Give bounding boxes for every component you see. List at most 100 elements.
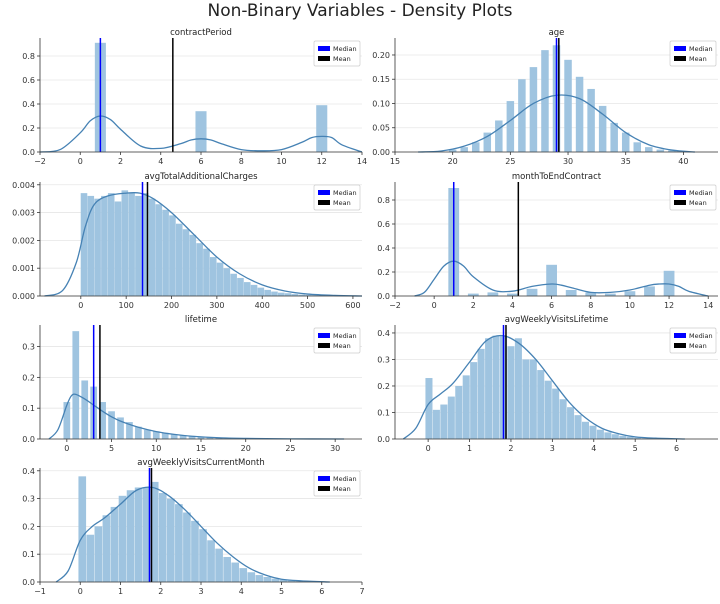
histogram-bar — [263, 576, 272, 582]
x-tick-label: −1 — [34, 587, 46, 596]
histogram-bar — [492, 335, 500, 439]
x-tick-label: −2 — [389, 301, 401, 310]
legend-label: Mean — [689, 199, 707, 207]
legend-swatch — [674, 343, 686, 348]
x-tick-label: 0 — [64, 444, 69, 453]
histogram-bar — [585, 292, 597, 296]
histogram-bar — [291, 294, 299, 296]
histogram-bar — [216, 262, 224, 296]
kde-line — [48, 393, 345, 440]
legend-swatch — [674, 56, 686, 61]
legend-swatch — [674, 333, 686, 338]
histogram-bar — [277, 292, 285, 296]
x-tick-label: 0 — [432, 301, 437, 310]
histogram-bar — [175, 504, 183, 582]
y-tick-label: 0.2 — [22, 124, 35, 133]
y-tick-label: 0.8 — [377, 196, 390, 205]
x-tick-label: 3 — [198, 587, 203, 596]
histogram-bar — [284, 293, 292, 296]
subplot-contractPeriod: −2 0 2 4 6 8 10 12 14 0.0 0.2 0.4 0.6 0.8 contractPeri… — [22, 28, 367, 166]
legend-swatch — [674, 46, 686, 51]
x-tick-label: 14 — [357, 157, 367, 166]
histogram-bar — [195, 111, 207, 152]
subplot-title: monthToEndContract — [512, 172, 602, 182]
x-tick-label: 2 — [118, 157, 123, 166]
histogram-bar — [604, 293, 616, 296]
legend-swatch — [318, 333, 330, 338]
x-tick-label: 8 — [588, 301, 593, 310]
histogram-bar — [143, 429, 151, 439]
histogram-bar — [581, 421, 590, 439]
x-tick-label: 2 — [508, 444, 513, 453]
histogram-bar — [552, 388, 560, 439]
legend: Median Mean — [313, 40, 361, 67]
x-tick-label: 25 — [505, 157, 515, 166]
histogram-bar — [197, 436, 205, 439]
histogram-bar — [467, 293, 479, 296]
histogram-bar — [169, 215, 176, 296]
y-tick-label: 0.0 — [22, 578, 35, 587]
x-tick-label: 25 — [285, 444, 295, 453]
histogram-bar — [86, 534, 95, 582]
histogram-bar — [470, 362, 478, 439]
histogram-bar — [148, 198, 156, 296]
x-tick-label: 300 — [209, 301, 224, 310]
histogram-bar — [110, 506, 119, 582]
histogram-bar — [250, 284, 258, 296]
y-tick-label: 0.4 — [377, 244, 390, 253]
y-tick-label: 0.6 — [22, 76, 35, 85]
histogram-bar — [223, 556, 231, 582]
y-tick-label: 0.001 — [12, 264, 35, 273]
y-tick-label: 0.2 — [377, 268, 390, 277]
legend-swatch — [674, 190, 686, 195]
legend-label: Mean — [333, 485, 351, 493]
x-tick-label: 35 — [621, 157, 631, 166]
x-tick-label: 5 — [279, 587, 284, 596]
histogram-bar — [199, 529, 207, 582]
legend-label: Mean — [333, 55, 351, 63]
x-tick-label: 14 — [703, 301, 713, 310]
x-tick-label: 5 — [633, 444, 638, 453]
histogram-bar — [196, 243, 203, 296]
histogram-bar — [298, 294, 305, 296]
histogram-bar — [188, 435, 196, 439]
y-tick-label: 0.3 — [22, 343, 35, 352]
histogram-bar — [114, 201, 122, 296]
histogram-bar — [311, 295, 319, 296]
x-tick-label: 6 — [549, 301, 554, 310]
x-tick-label: 3 — [550, 444, 555, 453]
y-tick-label: 0.6 — [377, 220, 390, 229]
histogram-bar — [295, 581, 304, 582]
histogram-bar — [175, 223, 183, 296]
histogram-bar — [432, 409, 440, 439]
y-tick-label: 0.004 — [12, 181, 35, 190]
subplot-title: lifetime — [185, 315, 217, 325]
histogram-bar — [243, 282, 251, 296]
x-tick-label: 0 — [78, 587, 83, 596]
histogram-bar — [619, 435, 627, 439]
legend-swatch — [674, 200, 686, 205]
histogram-bar — [118, 495, 127, 582]
y-tick-label: 0.0 — [377, 435, 390, 444]
subplot-title: age — [549, 28, 565, 38]
histogram-bar — [485, 338, 493, 439]
x-tick-label: 0 — [78, 157, 83, 166]
histogram-bar — [460, 147, 468, 152]
x-tick-label: 6 — [319, 587, 324, 596]
histogram-bar — [656, 149, 665, 152]
histogram-bar — [633, 142, 641, 152]
histogram-bar — [223, 268, 231, 296]
histogram-bar — [183, 512, 191, 582]
histogram-bar — [529, 67, 538, 152]
histogram-bar — [78, 476, 87, 582]
histogram-bar — [72, 331, 80, 439]
histogram-bar — [161, 432, 169, 439]
histogram-bar — [287, 580, 296, 582]
kde-line — [55, 486, 330, 583]
subplot-title: avgWeeklyVisitsCurrentMonth — [137, 458, 264, 468]
histogram-bar — [621, 132, 630, 152]
histogram-bar — [230, 273, 237, 296]
histogram-bar — [487, 292, 499, 296]
y-tick-label: 0.2 — [22, 373, 35, 382]
histogram-bar — [209, 257, 217, 296]
